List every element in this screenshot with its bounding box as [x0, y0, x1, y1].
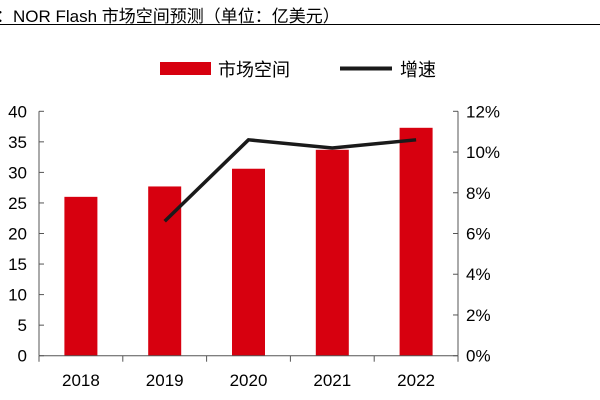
- left-tick-label: 30: [8, 163, 27, 182]
- right-tick-label: 4%: [466, 265, 491, 284]
- x-tick-label: 2021: [313, 371, 351, 390]
- growth-line: [163, 138, 417, 223]
- x-tick-label: 2018: [62, 371, 100, 390]
- right-tick-label: 8%: [466, 184, 491, 203]
- right-tick-label: 12%: [466, 102, 500, 121]
- legend-swatch-market: [160, 62, 211, 75]
- x-tick-label: 2022: [397, 371, 435, 390]
- title-rule: [0, 24, 600, 25]
- legend-label-growth: 增速: [400, 60, 436, 80]
- legend-label-market: 市场空间: [218, 60, 290, 80]
- x-tick-label: 2019: [146, 371, 184, 390]
- left-tick-label: 15: [8, 255, 27, 274]
- right-tick-label: 2%: [466, 306, 491, 325]
- left-tick-label: 0: [18, 347, 27, 366]
- bar-2019: [148, 186, 182, 356]
- right-tick-label: 0%: [466, 347, 491, 366]
- bar-2022: [399, 127, 433, 356]
- left-tick-label: 5: [18, 316, 27, 335]
- bar-2018: [64, 196, 98, 356]
- chart-title: ：NOR Flash 市场空间预测（单位：亿美元）: [0, 7, 340, 26]
- bar-2021: [315, 149, 349, 356]
- bar-2020: [232, 168, 265, 356]
- left-tick-label: 25: [8, 194, 27, 213]
- left-tick-label: 35: [8, 133, 27, 152]
- left-tick-label: 40: [8, 102, 27, 121]
- left-tick-label: 20: [8, 225, 27, 244]
- left-tick-label: 10: [8, 286, 27, 305]
- right-tick-label: 10%: [466, 143, 500, 162]
- x-tick-label: 2020: [230, 371, 268, 390]
- right-tick-label: 6%: [466, 225, 491, 244]
